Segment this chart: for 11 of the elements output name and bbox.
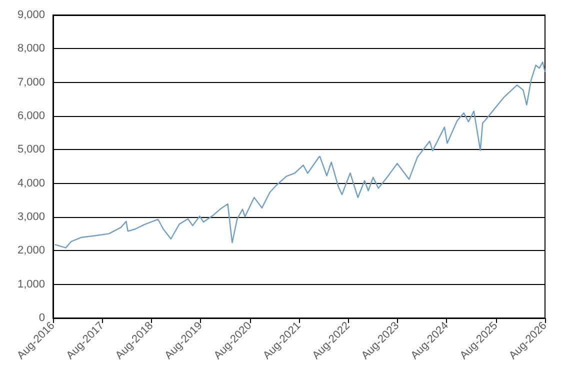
y-tick-label: 6,000	[17, 110, 45, 122]
y-tick-label: 3,000	[17, 211, 45, 223]
y-tick-label: 4,000	[17, 177, 45, 190]
y-tick-label: 1,000	[17, 278, 45, 290]
y-tick-label: 2,000	[17, 244, 45, 257]
y-tick-label: 9,000	[17, 9, 45, 21]
y-tick-label: 7,000	[17, 76, 45, 88]
line-series	[54, 62, 546, 248]
y-tick-label: 5,000	[17, 144, 45, 156]
y-tick-label: 0	[38, 312, 45, 324]
y-tick-label: 8,000	[17, 42, 45, 55]
